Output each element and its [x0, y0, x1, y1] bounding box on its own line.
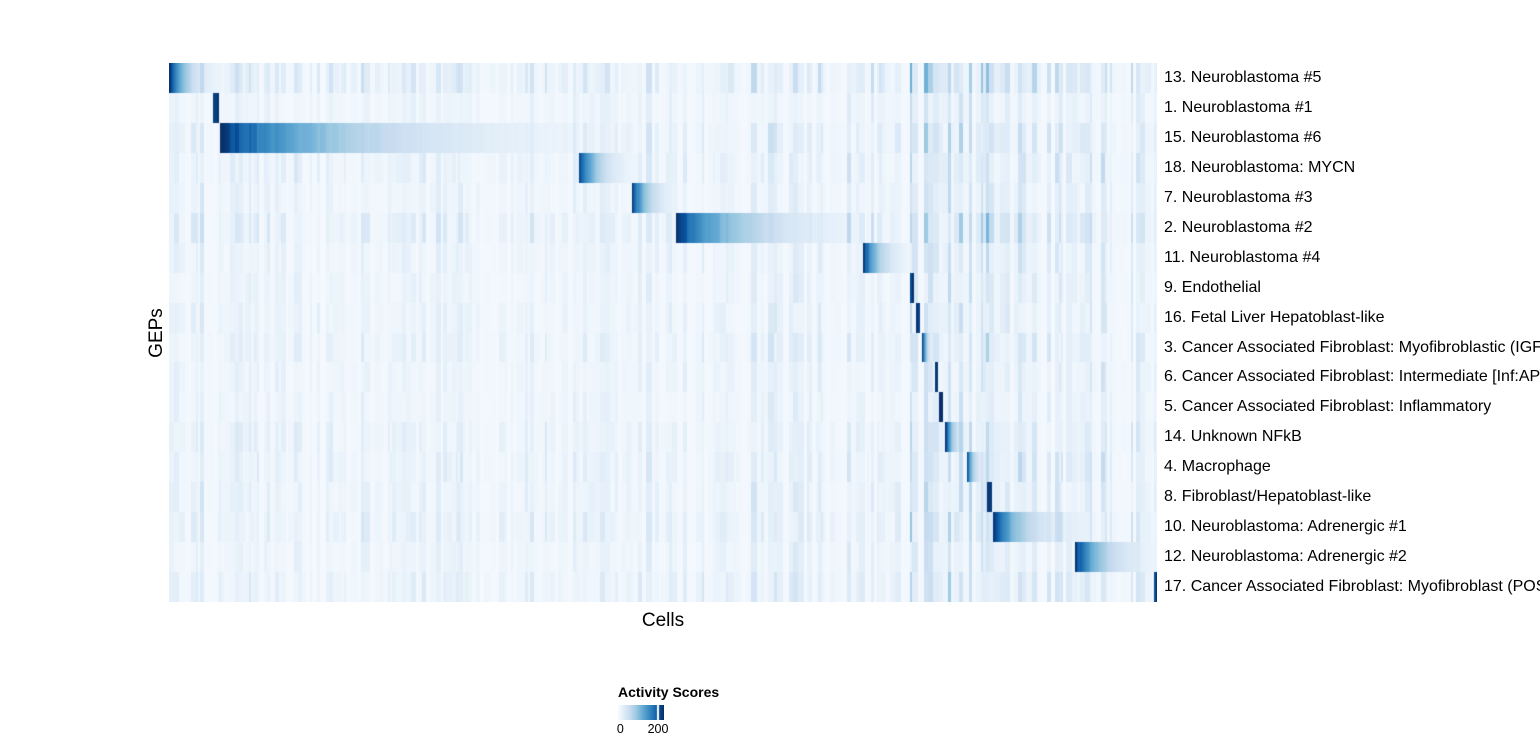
y-axis-label: GEPs	[146, 308, 167, 358]
heatmap-canvas	[169, 63, 1157, 602]
row-label: 15. Neuroblastoma #6	[1164, 128, 1322, 146]
row-label: 4. Macrophage	[1164, 458, 1271, 476]
row-label: 14. Unknown NFkB	[1164, 428, 1302, 446]
row-label: 17. Cancer Associated Fibroblast: Myofib…	[1164, 578, 1540, 596]
row-label: 5. Cancer Associated Fibroblast: Inflamm…	[1164, 398, 1492, 416]
row-label: 7. Neuroblastoma #3	[1164, 188, 1313, 206]
colorbar-gradient	[618, 705, 664, 720]
row-label: 2. Neuroblastoma #2	[1164, 218, 1313, 236]
row-label: 11. Neuroblastoma #4	[1164, 248, 1321, 266]
row-label: 9. Endothelial	[1164, 278, 1261, 296]
row-label: 16. Fetal Liver Hepatoblast-like	[1164, 308, 1385, 326]
row-label: 8. Fibroblast/Hepatoblast-like	[1164, 488, 1372, 506]
row-label: 3. Cancer Associated Fibroblast: Myofibr…	[1164, 338, 1540, 356]
row-label: 1. Neuroblastoma #1	[1164, 98, 1313, 116]
row-label: 13. Neuroblastoma #5	[1164, 69, 1322, 86]
row-label: 12. Neuroblastoma: Adrenergic #2	[1164, 548, 1407, 566]
colorbar-title: Activity Scores	[618, 684, 720, 700]
colorbar-tick-min: 0	[616, 722, 624, 736]
x-axis-label: Cells	[641, 610, 685, 631]
colorbar-ticks: 0 200	[616, 722, 719, 738]
colorbar-tick-200: 200	[647, 722, 669, 736]
colorbar-legend: Activity Scores 0 200	[616, 684, 720, 738]
row-label: 18. Neuroblastoma: MYCN	[1164, 158, 1356, 176]
row-label: 6. Cancer Associated Fibroblast: Interme…	[1164, 368, 1540, 386]
row-label: 10. Neuroblastoma: Adrenergic #1	[1164, 518, 1407, 536]
